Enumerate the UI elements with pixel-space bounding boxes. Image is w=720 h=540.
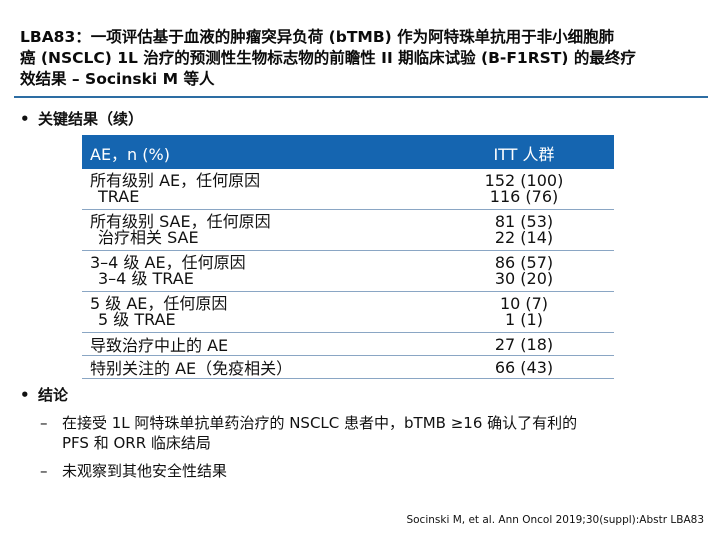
row-label: 3–4 级 AE，任何原因 xyxy=(90,253,246,272)
row-sublabel: 5 级 TRAE xyxy=(98,310,176,329)
title-divider xyxy=(14,96,708,98)
row-subvalue: 30 (20) xyxy=(494,269,554,288)
key-results-label: 关键结果（续） xyxy=(38,110,144,128)
row-label: 所有级别 SAE，任何原因 xyxy=(90,212,271,231)
row-value: 152 (100) xyxy=(484,171,564,190)
conclusion-text-line2: PFS 和 ORR 临床结局 xyxy=(62,434,211,452)
row-sublabel: 治疗相关 SAE xyxy=(98,228,199,247)
row-label: 特别关注的 AE（免疫相关） xyxy=(90,359,293,378)
table-row: 5 级 AE，任何原因 5 级 TRAE 10 (7) 1 (1) xyxy=(82,292,614,333)
row-subvalue: 22 (14) xyxy=(494,228,554,247)
table-row: 导致治疗中止的 AE 27 (18) xyxy=(82,333,614,356)
slide-title: LBA83：一项评估基于血液的肿瘤突异负荷 (bTMB) 作为阿特珠单抗用于非小… xyxy=(20,27,710,90)
conclusion-list: – 在接受 1L 阿特珠单抗单药治疗的 NSCLC 患者中，bTMB ≥16 确… xyxy=(40,413,680,489)
dash-marker: – xyxy=(40,462,48,480)
row-subvalue: 1 (1) xyxy=(505,310,543,329)
table-header: AE，n (%) ITT 人群 xyxy=(82,136,614,169)
table-row: 所有级别 SAE，任何原因 治疗相关 SAE 81 (53) 22 (14) xyxy=(82,210,614,251)
bullet-icon: • xyxy=(20,110,30,128)
conclusion-heading: • 结论 xyxy=(20,384,68,405)
title-line-3: 效结果 – Socinski M 等人 xyxy=(20,70,215,88)
table-row: 特别关注的 AE（免疫相关） 66 (43) xyxy=(82,356,614,379)
row-value: 10 (7) xyxy=(499,294,549,313)
row-label: 5 级 AE，任何原因 xyxy=(90,294,228,313)
table-row: 所有级别 AE，任何原因 TRAE 152 (100) 116 (76) xyxy=(82,169,614,210)
table-row: 3–4 级 AE，任何原因 3–4 级 TRAE 86 (57) 30 (20) xyxy=(82,251,614,292)
conclusion-text-line1: 在接受 1L 阿特珠单抗单药治疗的 NSCLC 患者中，bTMB ≥16 确认了… xyxy=(62,414,578,432)
row-sublabel: 3–4 级 TRAE xyxy=(98,269,194,288)
row-value: 27 (18) xyxy=(494,334,554,354)
list-item: – 在接受 1L 阿特珠单抗单药治疗的 NSCLC 患者中，bTMB ≥16 确… xyxy=(40,413,680,453)
header-col-itt: ITT 人群 xyxy=(493,144,555,164)
title-line-2: 癌 (NSCLC) 1L 治疗的预测性生物标志物的前瞻性 II 期临床试验 (B… xyxy=(20,49,636,67)
row-value: 66 (43) xyxy=(494,357,554,377)
conclusion-label: 结论 xyxy=(38,386,69,404)
row-label: 所有级别 AE，任何原因 xyxy=(90,171,261,190)
row-value: 81 (53) xyxy=(494,212,554,231)
list-item: – 未观察到其他安全性结果 xyxy=(40,461,680,481)
conclusion-text-line1: 未观察到其他安全性结果 xyxy=(62,462,228,480)
row-value: 86 (57) xyxy=(494,253,554,272)
title-line-1: LBA83：一项评估基于血液的肿瘤突异负荷 (bTMB) 作为阿特珠单抗用于非小… xyxy=(20,28,615,46)
key-results-heading: • 关键结果（续） xyxy=(20,108,143,129)
row-subvalue: 116 (76) xyxy=(489,187,559,206)
header-col-ae: AE，n (%) xyxy=(90,144,170,164)
ae-table: AE，n (%) ITT 人群 所有级别 AE，任何原因 TRAE 152 (1… xyxy=(82,135,614,379)
source-citation: Socinski M, et al. Ann Oncol 2019;30(sup… xyxy=(406,514,704,526)
dash-marker: – xyxy=(40,414,48,432)
row-sublabel: TRAE xyxy=(98,187,140,206)
row-label: 导致治疗中止的 AE xyxy=(90,336,229,355)
bullet-icon: • xyxy=(20,386,30,404)
